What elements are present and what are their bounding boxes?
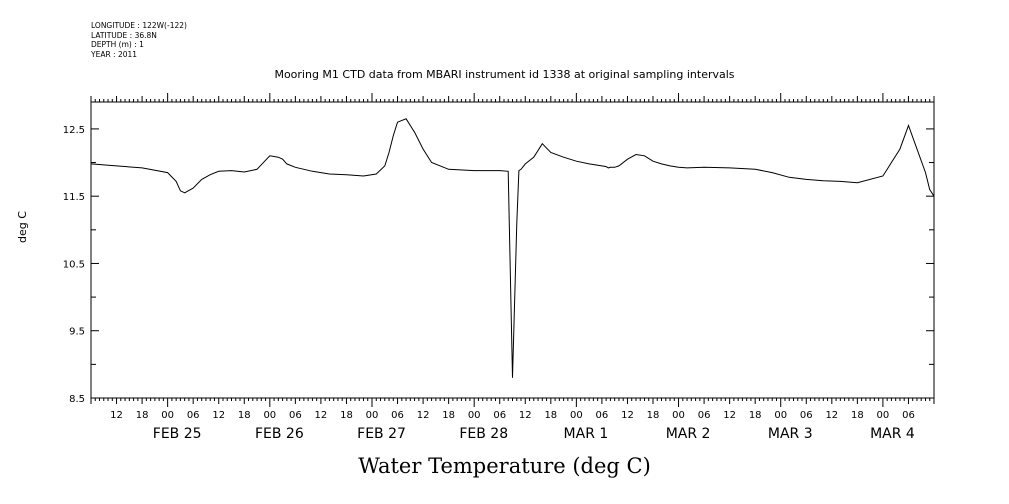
x-tick-label: 06	[391, 410, 404, 421]
x-day-label: MAR 4	[870, 426, 915, 442]
x-tick-label: 12	[315, 410, 328, 421]
x-tick-label: 06	[902, 410, 915, 421]
x-day-label: FEB 28	[459, 426, 508, 442]
y-tick-label: 11.5	[63, 192, 85, 203]
x-tick-label: 06	[187, 410, 200, 421]
x-tick-label: 00	[877, 410, 890, 421]
x-tick-label: 12	[212, 410, 225, 421]
x-tick-label: 18	[136, 410, 149, 421]
y-tick-label: 9.5	[69, 327, 85, 338]
x-tick-label: 18	[340, 410, 353, 421]
x-tick-label: 06	[596, 410, 609, 421]
x-axis-title: Water Temperature (deg C)	[358, 454, 651, 478]
series-line	[90, 118, 935, 378]
year-label: YEAR : 2011	[91, 49, 138, 59]
x-tick-label: 06	[698, 410, 711, 421]
x-tick-label: 12	[621, 410, 634, 421]
x-tick-label: 06	[800, 410, 813, 421]
x-day-label: FEB 26	[255, 426, 304, 442]
x-day-label: FEB 27	[357, 426, 406, 442]
latitude-label: LATITUDE : 36.8N	[91, 30, 157, 40]
x-day-label: FEB 25	[153, 426, 202, 442]
x-tick-label: 00	[468, 410, 481, 421]
depth-label: DEPTH (m) : 1	[91, 40, 144, 49]
x-tick-label: 18	[851, 410, 864, 421]
x-tick-label: 00	[161, 410, 174, 421]
x-tick-label: 00	[570, 410, 583, 421]
x-tick-label: 12	[723, 410, 736, 421]
x-tick-label: 18	[442, 410, 455, 421]
x-tick-label: 12	[417, 410, 430, 421]
x-tick-label: 06	[289, 410, 302, 421]
chart-title: Mooring M1 CTD data from MBARI instrumen…	[274, 68, 735, 81]
x-tick-label: 18	[647, 410, 660, 421]
plot-frame	[90, 101, 935, 399]
x-tick-label: 00	[672, 410, 685, 421]
x-tick-label: 00	[774, 410, 787, 421]
y-tick-label: 12.5	[63, 125, 85, 136]
x-day-label: MAR 1	[564, 426, 609, 442]
x-tick-label: 18	[238, 410, 251, 421]
x-day-label: MAR 3	[768, 426, 813, 442]
x-tick-label: 12	[110, 410, 123, 421]
x-tick-label: 18	[544, 410, 557, 421]
x-day-label: MAR 2	[666, 426, 711, 442]
x-tick-label: 18	[749, 410, 762, 421]
y-tick-label: 8.5	[69, 394, 85, 405]
metadata-block: LONGITUDE : 122W(-122) LATITUDE : 36.8N …	[91, 21, 187, 59]
x-tick-label: 12	[519, 410, 532, 421]
x-tick-label: 12	[825, 410, 838, 421]
y-tick-label: 10.5	[63, 259, 85, 270]
x-tick-label: 06	[493, 410, 506, 421]
x-tick-label: 00	[366, 410, 379, 421]
x-tick-label: 00	[263, 410, 276, 421]
longitude-label: LONGITUDE : 122W(-122)	[91, 21, 187, 30]
